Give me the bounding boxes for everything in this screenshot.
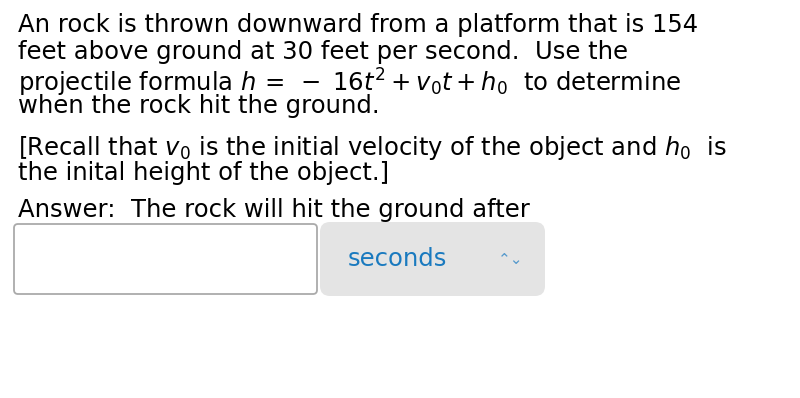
Text: ⌃⌄: ⌃⌄ — [498, 252, 523, 267]
Text: Answer:  The rock will hit the ground after: Answer: The rock will hit the ground aft… — [18, 198, 530, 222]
Text: the inital height of the object.]: the inital height of the object.] — [18, 161, 389, 185]
Text: projectile formula $h\,=\;-\;16t^2 + v_0t + h_0$  to determine: projectile formula $h\,=\;-\;16t^2 + v_0… — [18, 67, 682, 99]
Text: An rock is thrown downward from a platform that is 154: An rock is thrown downward from a platfo… — [18, 13, 698, 37]
Text: feet above ground at 30 feet per second.  Use the: feet above ground at 30 feet per second.… — [18, 40, 628, 64]
Text: seconds: seconds — [348, 247, 447, 271]
Text: [Recall that $v_0$ is the initial velocity of the object and $h_0$  is: [Recall that $v_0$ is the initial veloci… — [18, 134, 726, 162]
FancyBboxPatch shape — [14, 224, 317, 294]
FancyBboxPatch shape — [320, 222, 545, 296]
Text: when the rock hit the ground.: when the rock hit the ground. — [18, 94, 380, 118]
